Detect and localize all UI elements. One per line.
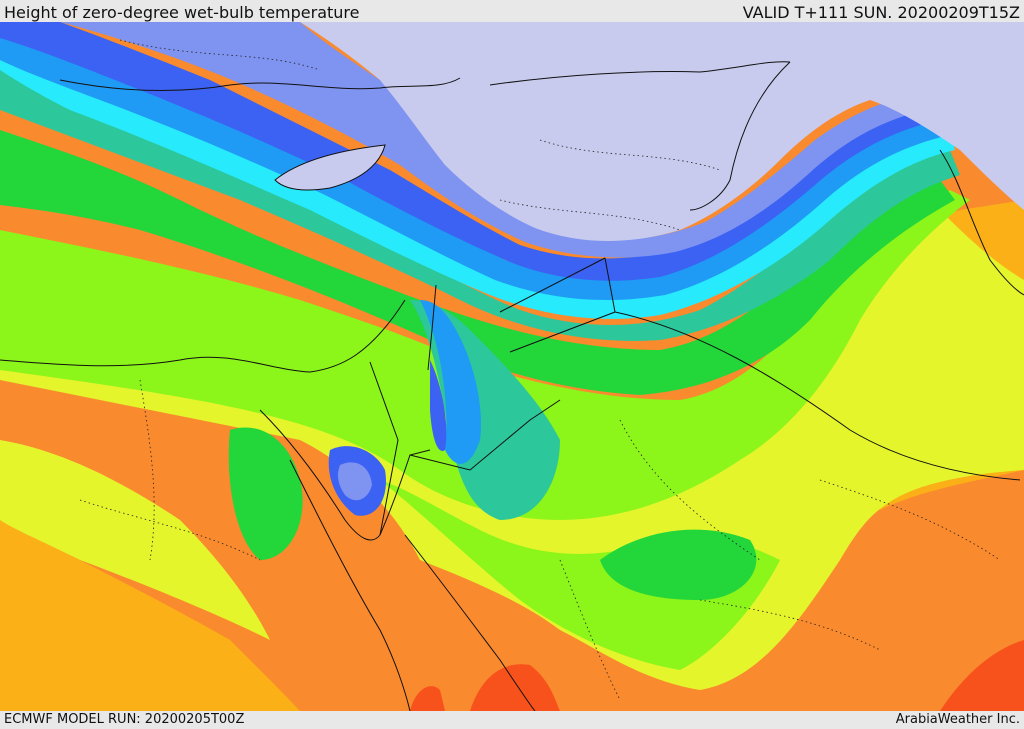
province-borders [79, 39, 1001, 701]
band-blue [0, 22, 940, 281]
band-azure-rift [420, 300, 481, 464]
band-red-3 [410, 686, 445, 711]
band-orange-light [0, 520, 300, 711]
model-run-label: ECMWF MODEL RUN: 20200205T00Z [4, 712, 245, 727]
band-red-1 [470, 664, 560, 711]
header-bar: Height of zero-degree wet-bulb temperatu… [0, 0, 1024, 22]
band-lavender-sinai [337, 462, 372, 501]
band-yellow-west [0, 440, 270, 640]
country-borders [0, 61, 1024, 711]
map-title: Height of zero-degree wet-bulb temperatu… [4, 3, 360, 22]
band-green-patch-2 [228, 427, 303, 560]
valid-time: VALID T+111 SUN. 20200209T15Z [742, 3, 1020, 22]
weather-map [0, 22, 1024, 711]
band-red-2 [940, 640, 1024, 711]
band-lime [0, 190, 970, 520]
footer-bar: ECMWF MODEL RUN: 20200205T00Z ArabiaWeat… [0, 711, 1024, 729]
credit-label: ArabiaWeather Inc. [895, 712, 1020, 727]
band-blue-rift [430, 360, 447, 451]
band-green-patch-1 [600, 529, 757, 600]
band-lime-south [380, 480, 780, 670]
band-snow-cyprus [275, 145, 385, 190]
band-snow [300, 22, 1024, 242]
band-lavender [60, 22, 935, 258]
